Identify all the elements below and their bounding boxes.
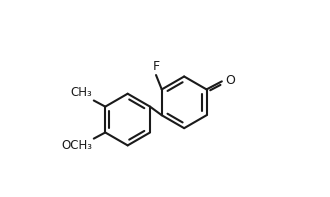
Text: CH₃: CH₃ bbox=[71, 86, 92, 99]
Text: O: O bbox=[225, 74, 235, 87]
Text: OCH₃: OCH₃ bbox=[62, 139, 93, 152]
Text: F: F bbox=[152, 60, 160, 73]
